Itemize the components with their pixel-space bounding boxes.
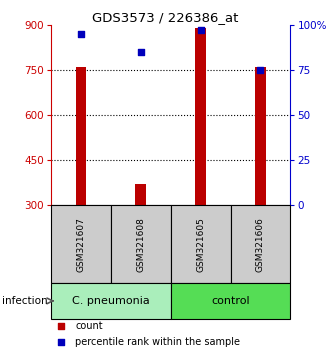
Bar — [51, 283, 171, 319]
Text: GSM321605: GSM321605 — [196, 217, 205, 272]
Point — [58, 339, 63, 344]
Bar — [111, 205, 171, 283]
Bar — [76, 67, 86, 205]
Bar — [195, 28, 206, 205]
Text: C. pneumonia: C. pneumonia — [72, 296, 150, 306]
Point — [79, 31, 84, 37]
Point — [58, 323, 63, 329]
Text: count: count — [75, 321, 103, 331]
Text: infection: infection — [2, 296, 48, 306]
Bar — [255, 67, 266, 205]
Text: GSM321606: GSM321606 — [256, 217, 265, 272]
Text: percentile rank within the sample: percentile rank within the sample — [75, 337, 240, 347]
Bar — [136, 184, 146, 205]
Bar — [171, 205, 231, 283]
Point — [138, 49, 144, 55]
Text: GSM321608: GSM321608 — [136, 217, 146, 272]
Point — [258, 67, 263, 73]
Point — [198, 27, 203, 33]
Text: control: control — [211, 296, 250, 306]
Bar — [51, 205, 111, 283]
Bar — [231, 205, 290, 283]
Bar — [171, 283, 290, 319]
Text: GDS3573 / 226386_at: GDS3573 / 226386_at — [92, 11, 238, 24]
Text: GSM321607: GSM321607 — [77, 217, 85, 272]
